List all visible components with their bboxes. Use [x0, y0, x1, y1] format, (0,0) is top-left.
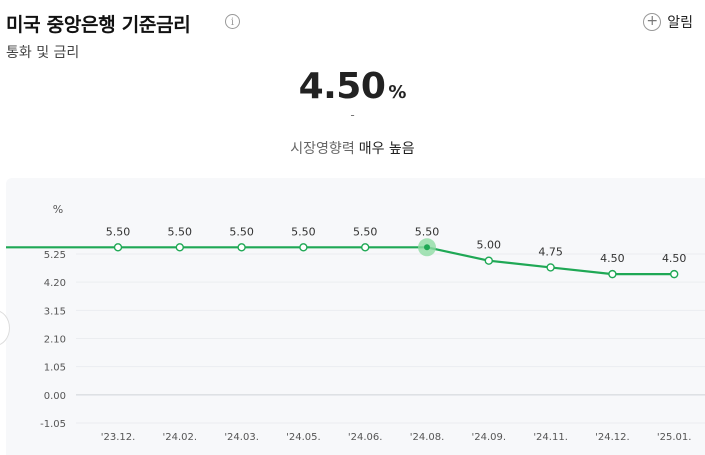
x-tick-label: '23.12. [101, 432, 136, 443]
rate-chart[interactable]: % 5.25 4.20 3.15 2.10 1.05 0.00 -1.05 5.50 5.50 5.… [6, 178, 705, 455]
header: 미국 중앙은행 기준금리 i 통화 및 금리 + 알림 [6, 8, 699, 61]
data-point[interactable] [484, 256, 493, 265]
data-point[interactable] [299, 243, 308, 252]
data-label: 5.50 [291, 225, 316, 238]
impact-value: 매우 높음 [358, 141, 415, 157]
data-point[interactable] [361, 243, 370, 252]
y-tick-label: 3.15 [44, 306, 66, 317]
data-point[interactable] [546, 263, 555, 272]
category-subtitle: 통화 및 금리 [6, 45, 80, 61]
market-impact: 시장영향력 매우 높음 [0, 138, 705, 158]
data-label: 5.50 [353, 225, 378, 238]
impact-label: 시장영향력 [290, 141, 355, 157]
data-label: 5.50 [415, 225, 440, 238]
rate-change: - [350, 108, 355, 122]
page-title: 미국 중앙은행 기준금리 [6, 14, 191, 36]
x-tick-label: '25.01. [657, 432, 692, 443]
x-tick-label: '24.02. [163, 432, 198, 443]
data-point[interactable] [237, 243, 246, 252]
y-tick-label: 4.20 [44, 278, 66, 289]
x-tick-label: '24.08. [410, 432, 445, 443]
current-rate: 4.50% [0, 66, 705, 107]
y-tick-label: 1.05 [44, 363, 66, 374]
data-label: 5.00 [477, 239, 502, 252]
y-tick-label: 0.00 [44, 391, 66, 402]
info-icon[interactable]: i [225, 14, 240, 29]
rate-unit: % [388, 82, 407, 103]
alarm-button[interactable]: + 알림 [643, 10, 693, 34]
data-label: 5.50 [168, 225, 193, 238]
x-tick-label: '24.05. [286, 432, 321, 443]
data-point[interactable] [175, 243, 185, 252]
line-chart-svg[interactable]: % 5.25 4.20 3.15 2.10 1.05 0.00 -1.05 5.50 5.50 5.… [6, 178, 705, 455]
data-label: 4.50 [600, 252, 625, 265]
data-label: 4.75 [538, 245, 563, 258]
x-tick-label: '24.09. [472, 432, 507, 443]
y-tick-label: 5.25 [44, 250, 66, 261]
y-tick-label: 2.10 [44, 335, 66, 346]
plus-circle-icon: + [643, 13, 662, 31]
rate-value: 4.50 [298, 66, 386, 107]
data-point[interactable] [670, 269, 679, 279]
data-label: 5.50 [106, 225, 131, 238]
data-label: 5.50 [229, 225, 254, 238]
x-tick-label: '24.06. [348, 432, 383, 443]
data-label: 4.50 [662, 252, 687, 265]
series-line [6, 246, 675, 276]
x-tick-label: '24.11. [533, 432, 568, 443]
data-point[interactable] [608, 269, 617, 279]
x-tick-label: '24.03. [224, 432, 259, 443]
alarm-label: 알림 [667, 15, 693, 31]
highlight-point[interactable] [424, 244, 430, 251]
x-tick-label: '24.12. [595, 432, 630, 443]
y-axis-unit-label: % [53, 203, 63, 216]
y-tick-label: -1.05 [40, 419, 66, 430]
data-point[interactable] [113, 243, 123, 252]
